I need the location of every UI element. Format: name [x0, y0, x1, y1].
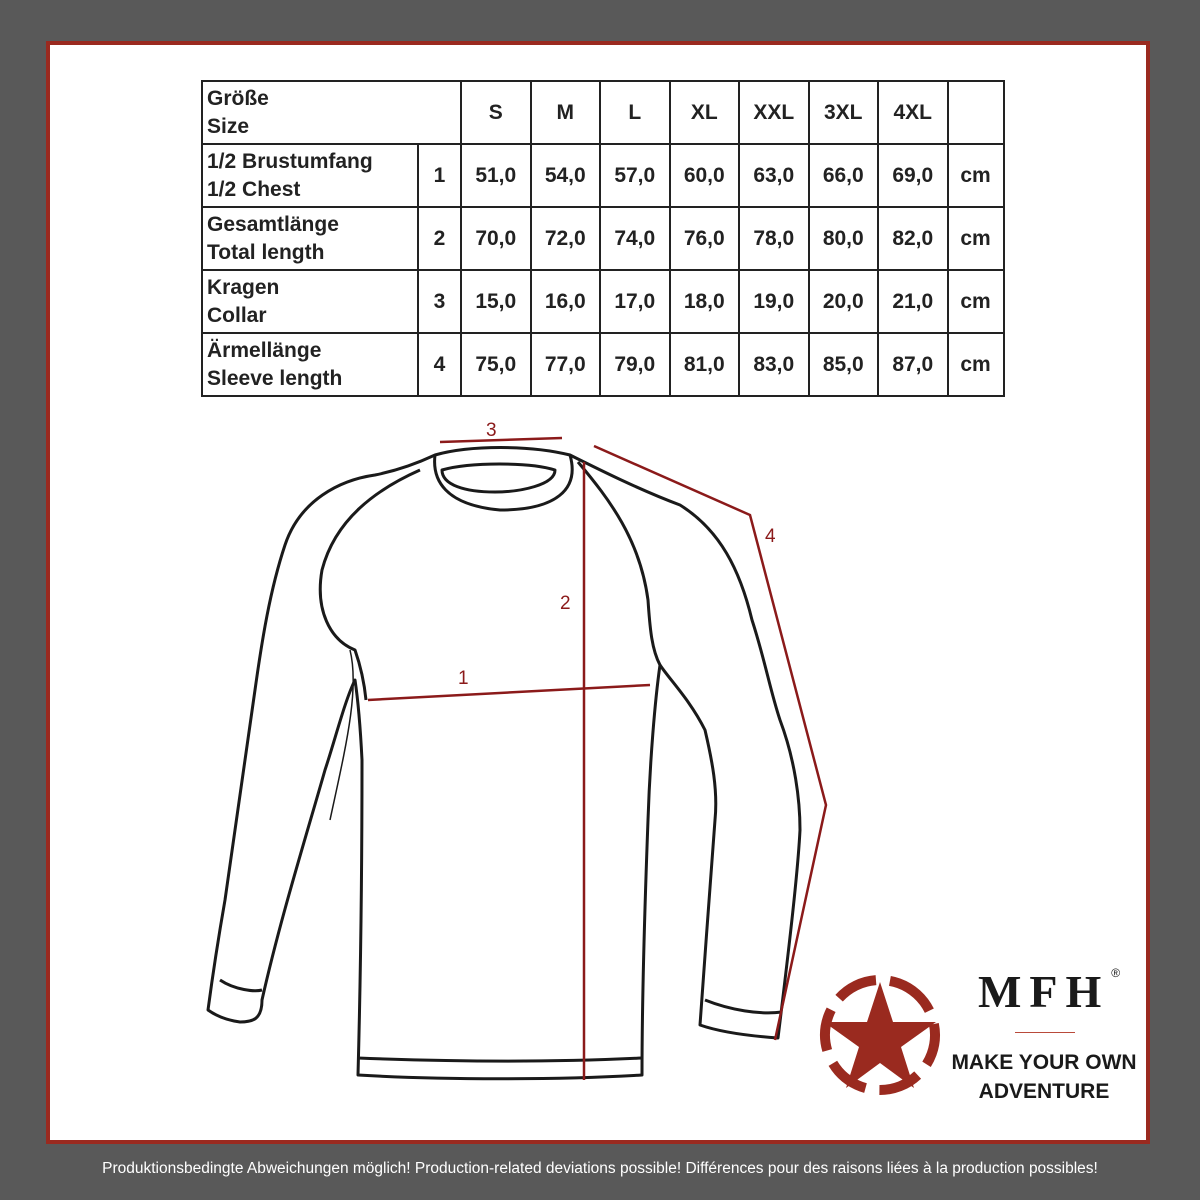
value-cell: 76,0 — [668, 206, 740, 271]
value-cell: 78,0 — [738, 206, 810, 271]
value-cell: 63,0 — [738, 143, 810, 208]
size-header-cell: Größe Size — [201, 80, 462, 145]
slogan: MAKE YOUR OWN ADVENTURE — [934, 1048, 1154, 1106]
collar-measure-line — [439, 436, 563, 444]
value-cell: 51,0 — [460, 143, 532, 208]
value-cell: 57,0 — [599, 143, 671, 208]
row-label: Gesamtlänge Total length — [201, 206, 419, 271]
unit-col — [946, 80, 1005, 145]
value-cell: 82,0 — [877, 206, 949, 271]
value-cell: 66,0 — [807, 143, 879, 208]
size-col: M — [529, 80, 601, 145]
value-cell: 72,0 — [529, 206, 601, 271]
dim-label-3: 3 — [486, 420, 497, 441]
value-cell: 19,0 — [738, 269, 810, 334]
label-en: Total length — [207, 240, 325, 264]
brand-logo: MFH — [978, 966, 1110, 1017]
row-number: 3 — [417, 269, 462, 334]
size-col: 3XL — [807, 80, 879, 145]
row-number: 2 — [417, 206, 462, 271]
size-chart-table: Größe Size S M L XL XXL 3XL 4XL 1/2 Brust… — [201, 80, 1005, 397]
value-cell: 16,0 — [529, 269, 601, 334]
chest-measure-line — [367, 683, 651, 702]
size-header-de: Größe — [207, 86, 269, 110]
value-cell: 79,0 — [599, 332, 671, 397]
row-label: Kragen Collar — [201, 269, 419, 334]
value-cell: 83,0 — [738, 332, 810, 397]
value-cell: 69,0 — [877, 143, 949, 208]
label-de: 1/2 Brustumfang — [207, 149, 373, 173]
row-number: 1 — [417, 143, 462, 208]
row-number: 4 — [417, 332, 462, 397]
table-header-row: Größe Size S M L XL XXL 3XL 4XL — [201, 80, 1005, 145]
value-cell: 54,0 — [529, 143, 601, 208]
value-cell: 21,0 — [877, 269, 949, 334]
value-cell: 81,0 — [668, 332, 740, 397]
dim-label-2: 2 — [560, 593, 571, 614]
label-en: Sleeve length — [207, 366, 343, 390]
size-col: S — [460, 80, 532, 145]
size-col: XL — [668, 80, 740, 145]
logo-emblem — [820, 975, 940, 1095]
row-label: Ärmellänge Sleeve length — [201, 332, 419, 397]
table-row: Gesamtlänge Total length 2 70,0 72,0 74,0 76,0… — [201, 206, 1005, 271]
table-row: 1/2 Brustumfang 1/2 Chest 1 51,0 54,0 57,0 60,… — [201, 143, 1005, 208]
registered-mark: ® — [1111, 966, 1121, 980]
slogan-line-1: MAKE YOUR OWN — [951, 1051, 1137, 1074]
value-cell: 80,0 — [807, 206, 879, 271]
label-en: Collar — [207, 303, 267, 327]
value-cell: 74,0 — [599, 206, 671, 271]
table-row: Kragen Collar 3 15,0 16,0 17,0 18,0 19,0 20,0 21,… — [201, 269, 1005, 334]
table-row: Ärmellänge Sleeve length 4 75,0 77,0 79,0 81,0… — [201, 332, 1005, 397]
label-de: Kragen — [207, 275, 280, 299]
value-cell: 60,0 — [668, 143, 740, 208]
brand-logo-group: MFH ® — [978, 966, 1120, 1018]
row-label: 1/2 Brustumfang 1/2 Chest — [201, 143, 419, 208]
value-cell: 70,0 — [460, 206, 532, 271]
value-cell: 20,0 — [807, 269, 879, 334]
dim-label-1: 1 — [458, 668, 469, 689]
value-cell: 85,0 — [807, 332, 879, 397]
value-cell: 18,0 — [668, 269, 740, 334]
footer-disclaimer: Produktionsbedingte Abweichungen möglich… — [102, 1160, 1098, 1177]
unit-cell: cm — [946, 143, 1005, 208]
value-cell: 87,0 — [877, 332, 949, 397]
logo-divider — [1015, 1032, 1075, 1033]
size-header-en: Size — [207, 114, 250, 138]
unit-cell: cm — [946, 332, 1005, 397]
value-cell: 17,0 — [599, 269, 671, 334]
label-de: Gesamtlänge — [207, 212, 339, 236]
value-cell: 75,0 — [460, 332, 532, 397]
size-col: XXL — [738, 80, 810, 145]
unit-cell: cm — [946, 269, 1005, 334]
label-en: 1/2 Chest — [207, 177, 301, 201]
size-col: L — [599, 80, 671, 145]
shirt-outline — [206, 446, 802, 1081]
sleeve-measure-line — [593, 444, 828, 1041]
value-cell: 15,0 — [460, 269, 532, 334]
dim-label-4: 4 — [765, 526, 776, 547]
value-cell: 77,0 — [529, 332, 601, 397]
size-col: 4XL — [877, 80, 949, 145]
label-de: Ärmellänge — [207, 338, 322, 362]
unit-cell: cm — [946, 206, 1005, 271]
measurement-lines — [367, 436, 828, 1080]
slogan-line-2: ADVENTURE — [978, 1080, 1110, 1103]
